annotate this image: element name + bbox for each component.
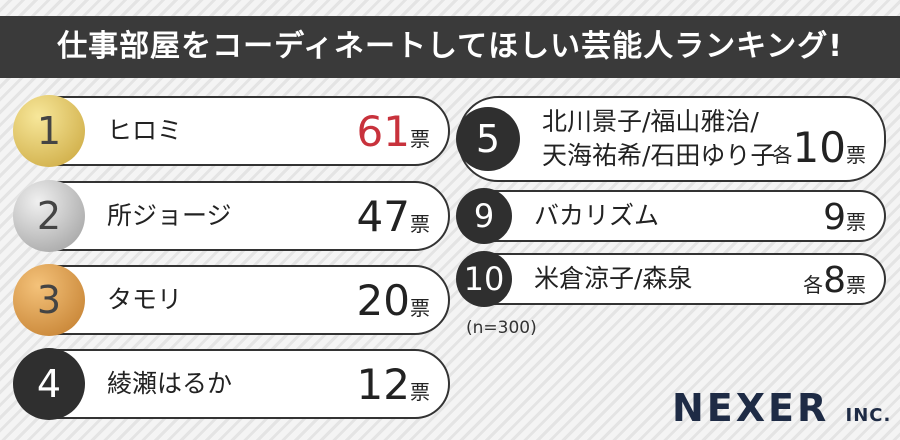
name-line: 天海祐希/石田ゆり子 [542, 141, 776, 170]
name-line: 北川景子/福山雅治/ [542, 107, 759, 136]
name-line: バカリズム [534, 201, 660, 230]
sample-note: (n=300) [466, 318, 537, 338]
name-line: ヒロミ [107, 116, 183, 145]
vote-count: 9 [823, 197, 846, 238]
vote-count: 61 [356, 107, 410, 156]
votes: 各8票 [803, 260, 866, 301]
rank-row: 5 北川景子/福山雅治/天海祐希/石田ゆり子 各10票 [456, 96, 886, 182]
rank-row: 2 所ジョージ 47票 [13, 180, 450, 252]
rank-badge: 4 [13, 348, 85, 420]
name-line: 綾瀬はるか [107, 369, 233, 398]
vote-prefix: 各 [772, 143, 793, 167]
rank-row: 9 バカリズム 9票 [456, 188, 886, 244]
votes: 20票 [357, 276, 430, 325]
votes: 12票 [357, 360, 430, 409]
vote-count: 12 [356, 360, 410, 409]
vote-unit: 票 [846, 210, 866, 234]
vote-count: 47 [356, 192, 410, 241]
logo-name: NEXER [672, 386, 830, 430]
rank-badge: 1 [13, 95, 85, 167]
name-block: 北川景子/福山雅治/天海祐希/石田ゆり子 [542, 105, 775, 173]
votes: 各10票 [773, 123, 866, 172]
vote-count: 10 [792, 123, 846, 172]
name-line: 所ジョージ [107, 201, 232, 230]
vote-unit: 票 [846, 273, 866, 297]
name-line: 米倉涼子/森泉 [534, 264, 693, 293]
rank-row: 3 タモリ 20票 [13, 264, 450, 336]
rank-badge: 3 [13, 264, 85, 336]
vote-unit: 票 [846, 143, 866, 167]
name-block: タモリ [107, 283, 182, 317]
name-block: 綾瀬はるか [107, 367, 232, 401]
vote-count: 20 [356, 276, 410, 325]
vote-unit: 票 [410, 212, 430, 236]
rank-row: 1 ヒロミ 61票 [13, 95, 450, 167]
rank-badge: 5 [456, 107, 520, 171]
vote-count: 8 [823, 260, 846, 301]
rank-row: 10 米倉涼子/森泉 各8票 [456, 251, 886, 307]
vote-prefix: 各 [803, 273, 824, 297]
title: 仕事部屋をコーディネートしてほしい芸能人ランキング! [0, 16, 900, 78]
name-line: タモリ [107, 285, 183, 314]
rank-badge: 2 [13, 180, 85, 252]
logo-suffix: INC. [845, 405, 892, 426]
votes: 9票 [823, 197, 866, 238]
name-block: バカリズム [534, 199, 659, 233]
votes: 61票 [357, 107, 430, 156]
vote-unit: 票 [410, 380, 430, 404]
name-block: 米倉涼子/森泉 [534, 262, 692, 296]
rank-badge: 10 [456, 251, 512, 307]
name-block: ヒロミ [107, 114, 182, 148]
rank-row: 4 綾瀬はるか 12票 [13, 348, 450, 420]
votes: 47票 [357, 192, 430, 241]
logo: NEXER INC. [672, 386, 891, 430]
name-block: 所ジョージ [107, 199, 232, 233]
vote-unit: 票 [410, 296, 430, 320]
vote-unit: 票 [410, 127, 430, 151]
rank-badge: 9 [456, 188, 512, 244]
